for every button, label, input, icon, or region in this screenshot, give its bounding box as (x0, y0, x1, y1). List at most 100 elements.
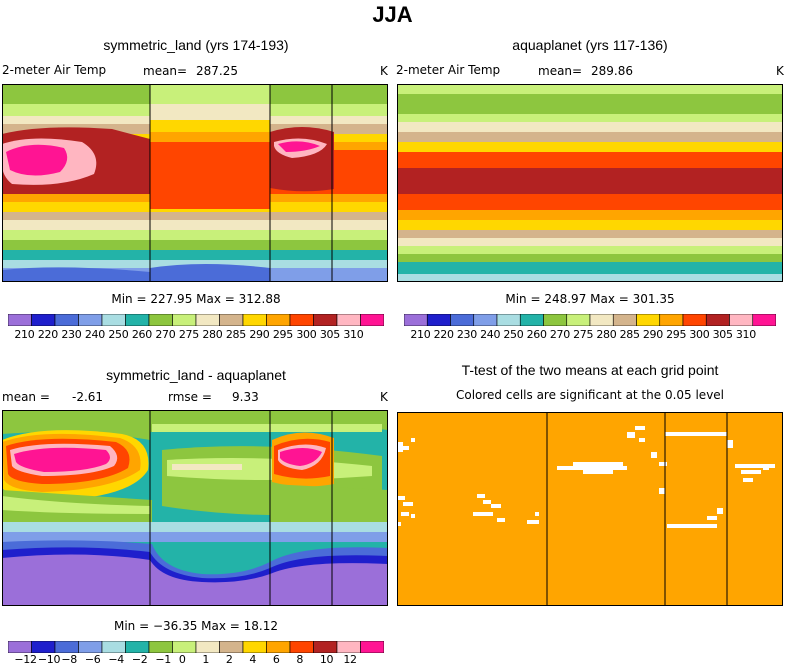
colorbar-tick-label: 220 (37, 328, 58, 341)
colorbar-swatch (242, 314, 267, 326)
colorbar-swatch (172, 641, 197, 653)
colorbar-tick-label: 230 (456, 328, 477, 341)
panel2-units: K (776, 64, 784, 78)
colorbar-swatch (313, 641, 338, 653)
colorbar-swatch (682, 314, 707, 326)
colorbar-tick-label: 6 (272, 653, 280, 666)
colorbar-swatch (266, 314, 291, 326)
colorbar-swatch (242, 641, 267, 653)
colorbar-tick-label: 295 (666, 328, 687, 341)
colorbar-swatch (101, 314, 126, 326)
colorbar-tick-label: 2 (225, 653, 233, 666)
colorbar-swatch (473, 314, 498, 326)
colorbar-swatch (8, 314, 32, 326)
colorbar-swatch (219, 641, 244, 653)
colorbar-tick-label: −8 (61, 653, 77, 666)
colorbar-tick-label: 230 (61, 328, 82, 341)
colorbar-swatch (543, 314, 568, 326)
panel2-variable-label: 2-meter Air Temp (396, 63, 501, 77)
colorbar-swatch (289, 314, 314, 326)
colorbar-swatch (496, 314, 521, 326)
page-title: JJA (372, 2, 413, 27)
colorbar-tick-label: 1 (202, 653, 210, 666)
panel2-colorbar (404, 314, 776, 326)
colorbar-tick-label: 220 (433, 328, 454, 341)
colorbar-swatch (54, 314, 79, 326)
colorbar-tick-label: 280 (596, 328, 617, 341)
colorbar-tick-label: 285 (619, 328, 640, 341)
colorbar-swatch (729, 314, 754, 326)
panel3-rmse-value: 9.33 (232, 390, 259, 404)
colorbar-swatch (78, 641, 103, 653)
colorbar-tick-label: 260 (131, 328, 152, 341)
colorbar-tick-label: 275 (573, 328, 594, 341)
panel3-map (2, 410, 388, 606)
colorbar-tick-label: −6 (84, 653, 101, 666)
colorbar-tick-label: 300 (689, 328, 710, 341)
colorbar-tick-label: 295 (272, 328, 293, 341)
colorbar-tick-label: 305 (712, 328, 733, 341)
panel2-mean-value: 289.86 (591, 64, 633, 78)
panel3-units: K (380, 390, 388, 404)
colorbar-swatch (31, 314, 56, 326)
colorbar-tick-label: 12 (343, 653, 357, 666)
colorbar-tick-label: −2 (131, 653, 148, 666)
panel3-title: symmetric_land - aquaplanet (106, 367, 286, 383)
panel1-variable-label: 2-meter Air Temp (2, 63, 107, 77)
colorbar-swatch (125, 641, 150, 653)
colorbar-tick-label: −10 (37, 653, 61, 666)
panel1-mean-label: mean= (143, 64, 188, 78)
colorbar-tick-label: 310 (735, 328, 756, 341)
colorbar-tick-label: 10 (319, 653, 334, 666)
colorbar-swatch (336, 314, 361, 326)
panel2-map (397, 84, 783, 282)
colorbar-swatch (519, 314, 544, 326)
colorbar-tick-label: −12 (14, 653, 37, 666)
colorbar-swatch (266, 641, 291, 653)
colorbar-swatch (195, 641, 220, 653)
colorbar-tick-label: −4 (108, 653, 124, 666)
colorbar-swatch (589, 314, 614, 326)
panel4-title: T-test of the two means at each grid poi… (461, 362, 719, 378)
colorbar-tick-label: 300 (296, 328, 317, 341)
colorbar-swatch (360, 314, 384, 326)
colorbar-tick-label: −1 (155, 653, 171, 666)
panel2-title: aquaplanet (yrs 117-136) (512, 37, 668, 53)
colorbar-swatch (289, 641, 314, 653)
colorbar-tick-label: 270 (549, 328, 570, 341)
colorbar-swatch (659, 314, 684, 326)
colorbar-swatch (54, 641, 79, 653)
colorbar-tick-label: 305 (319, 328, 340, 341)
colorbar-tick-label: 270 (155, 328, 176, 341)
colorbar-swatch (195, 314, 220, 326)
colorbar-swatch (360, 641, 384, 653)
panel3-colorbar (8, 641, 384, 653)
colorbar-swatch (101, 641, 126, 653)
colorbar-swatch (426, 314, 451, 326)
colorbar-swatch (78, 314, 103, 326)
colorbar-tick-label: 285 (225, 328, 246, 341)
colorbar-tick-label: 4 (249, 653, 257, 666)
colorbar-swatch (172, 314, 197, 326)
colorbar-tick-label: 260 (526, 328, 547, 341)
colorbar-swatch (219, 314, 244, 326)
colorbar-tick-label: 290 (249, 328, 270, 341)
panel2-min-max: Min = 248.97 Max = 301.35 (505, 292, 675, 306)
panel3-min-max: Min = −36.35 Max = 18.12 (113, 619, 279, 633)
colorbar-swatch (125, 314, 150, 326)
colorbar-swatch (148, 314, 173, 326)
colorbar-swatch (31, 641, 56, 653)
panel3-mean-value: -2.61 (72, 390, 104, 404)
colorbar-tick-label: 0 (178, 653, 186, 666)
colorbar-swatch (450, 314, 475, 326)
panel1-min-max: Min = 227.95 Max = 312.88 (111, 292, 281, 306)
panel4-subtitle: Colored cells are significant at the 0.0… (455, 388, 725, 402)
panel1-map (2, 84, 388, 282)
colorbar-swatch (612, 314, 637, 326)
panel3-mean-label: mean = (2, 390, 50, 404)
colorbar-tick-label: 8 (296, 653, 304, 666)
colorbar-swatch (148, 641, 173, 653)
colorbar-swatch (705, 314, 730, 326)
colorbar-tick-label: 210 (14, 328, 35, 341)
panel1-units: K (380, 64, 388, 78)
